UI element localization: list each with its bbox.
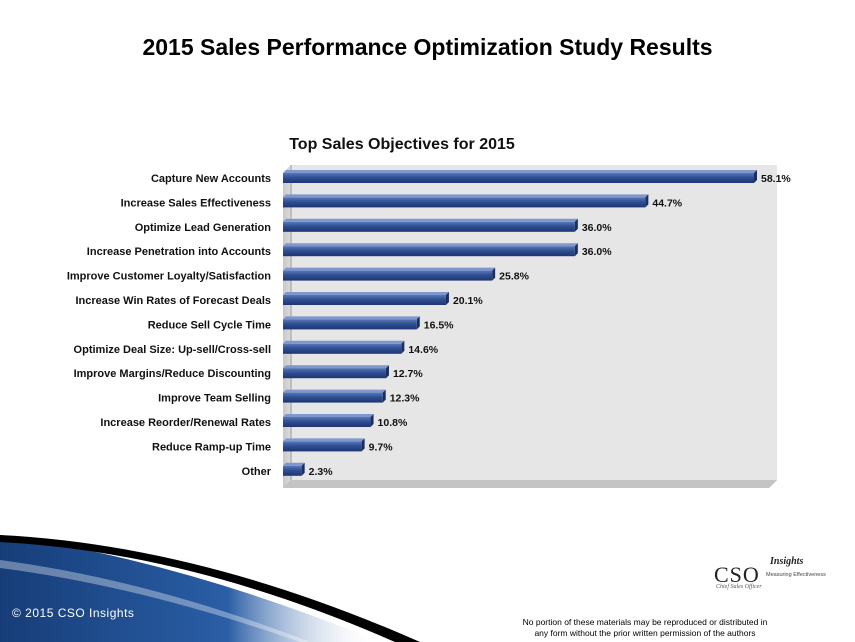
bar-side-face [492, 267, 496, 281]
bar-top-face [283, 438, 365, 442]
bar-top-face [283, 316, 420, 320]
category-label: Increase Penetration into Accounts [87, 246, 271, 258]
category-label: Improve Team Selling [158, 393, 271, 405]
bar-side-face [361, 438, 365, 452]
value-label: 10.8% [378, 417, 408, 429]
value-label: 16.5% [424, 319, 454, 331]
category-label: Reduce Ramp-up Time [152, 441, 271, 453]
bar [283, 270, 493, 281]
bar-top-face [283, 340, 405, 344]
bar-side-face [301, 462, 305, 476]
logo-tagline: Measuring Effectiveness [766, 572, 826, 578]
category-label: Optimize Deal Size: Up-sell/Cross-sell [74, 344, 271, 356]
bar [283, 368, 386, 379]
category-label: Increase Reorder/Renewal Rates [100, 417, 271, 429]
bar-side-face [754, 170, 757, 183]
value-label: 2.3% [309, 466, 334, 478]
bar [283, 197, 646, 208]
logo-script-text: Insights [770, 556, 804, 567]
category-label: Optimize Lead Generation [135, 222, 272, 234]
value-label: 9.7% [369, 441, 394, 453]
value-label: 58.1% [761, 173, 791, 185]
bar [283, 246, 575, 257]
bars-group: Capture New Accounts 58.1% Increase Sales … [67, 170, 791, 478]
value-label: 25.8% [499, 271, 529, 283]
bar [283, 392, 383, 403]
bar-top-face [283, 462, 305, 466]
bar-top-face [283, 218, 578, 222]
bar-top-face [283, 170, 757, 173]
logo-main-text: CSO [714, 562, 760, 587]
bar [283, 343, 402, 354]
bar-top-face [283, 389, 386, 393]
bar-top-face [283, 365, 389, 369]
bar-side-face [416, 316, 420, 330]
value-label: 44.7% [652, 197, 682, 209]
bar [283, 295, 446, 305]
bar [283, 441, 362, 452]
value-label: 20.1% [453, 295, 483, 307]
copyright-text: © 2015 CSO Insights [12, 606, 135, 620]
disclaimer-line-2: any form without the prior written permi… [534, 628, 756, 638]
category-label: Capture New Accounts [151, 173, 271, 185]
category-label: Improve Customer Loyalty/Satisfaction [67, 271, 271, 283]
bar [283, 173, 754, 183]
bar-side-face [574, 243, 578, 257]
bar-top-face [283, 414, 374, 417]
bar [283, 319, 417, 330]
bar-side-face [445, 292, 449, 305]
disclaimer: No portion of these materials may be rep… [488, 617, 802, 639]
bar-side-face [401, 340, 405, 354]
bar-top-face [283, 243, 578, 247]
category-label: Other [242, 466, 272, 478]
disclaimer-line-1: No portion of these materials may be rep… [522, 617, 768, 627]
bar-side-face [645, 194, 649, 208]
bar-side-face [385, 365, 389, 379]
category-label: Reduce Sell Cycle Time [148, 319, 271, 331]
bar-top-face [283, 292, 449, 295]
logo-subtitle: Chief Sales Officer [716, 584, 762, 590]
bar-side-face [574, 218, 578, 232]
bar [283, 221, 575, 232]
chart-title: Top Sales Objectives for 2015 [289, 136, 515, 153]
bar-side-face [370, 414, 374, 427]
cso-insights-logo: CSO Insights Measuring Effectiveness Chi… [714, 556, 829, 590]
bar-top-face [283, 267, 496, 271]
footer-decoration [0, 535, 420, 642]
bar [283, 465, 302, 476]
value-label: 36.0% [582, 222, 612, 234]
value-label: 36.0% [582, 246, 612, 258]
slide-title: 2015 Sales Performance Optimization Stud… [142, 34, 713, 60]
value-label: 14.6% [408, 344, 438, 356]
value-label: 12.7% [393, 368, 423, 380]
category-label: Improve Margins/Reduce Discounting [74, 368, 271, 380]
value-label: 12.3% [390, 393, 420, 405]
category-label: Increase Sales Effectiveness [121, 197, 271, 209]
bar-side-face [382, 389, 386, 403]
bar-top-face [283, 194, 649, 198]
bar [283, 417, 371, 427]
category-label: Increase Win Rates of Forecast Deals [75, 295, 271, 307]
